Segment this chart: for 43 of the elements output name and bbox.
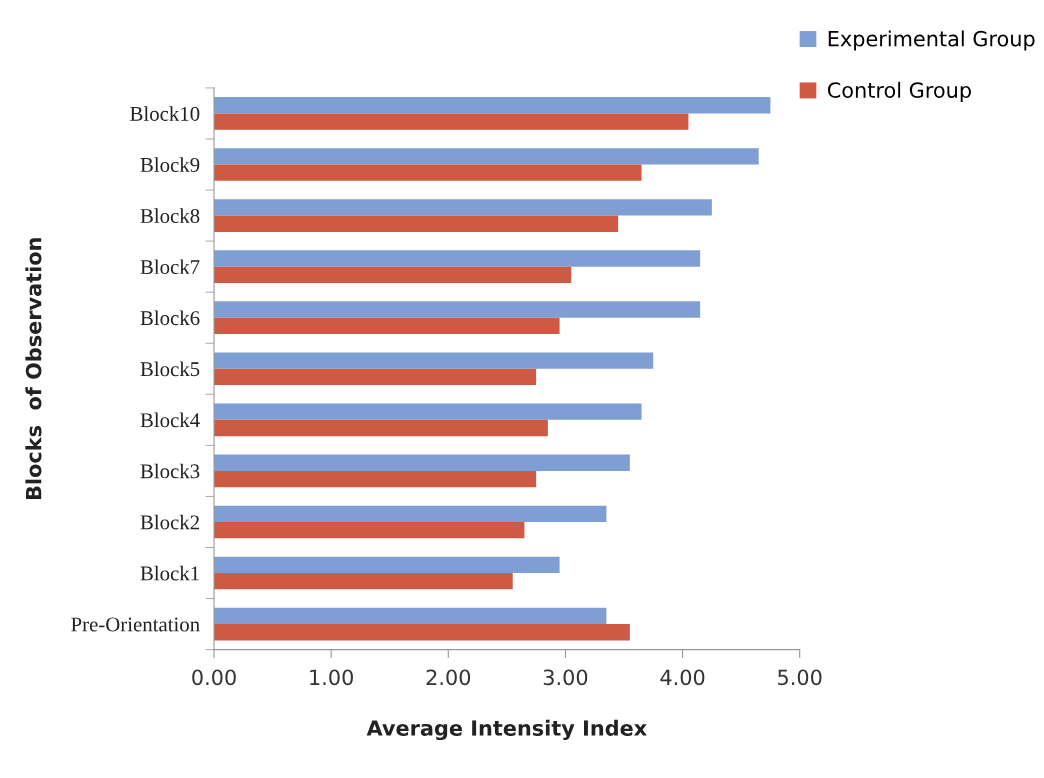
bar bbox=[214, 164, 642, 181]
y-tick-label: Block7 bbox=[140, 259, 200, 275]
y-tick-label: Block1 bbox=[140, 565, 199, 581]
y-axis-title: Blocks of Observation bbox=[25, 238, 42, 500]
bar bbox=[214, 454, 630, 471]
y-tick-label: Block8 bbox=[140, 208, 200, 224]
y-tick-label: Block5 bbox=[140, 361, 200, 377]
y-tick-label: Pre-Orientation bbox=[71, 617, 200, 632]
bar bbox=[214, 215, 619, 232]
x-tick-label: 2.00 bbox=[426, 669, 471, 686]
x-tick-label: 1.00 bbox=[310, 669, 353, 686]
bar bbox=[214, 266, 572, 283]
x-tick-label: 3.00 bbox=[543, 669, 588, 686]
bar bbox=[214, 317, 560, 335]
legend-label: Experimental Group bbox=[828, 30, 1035, 51]
bar bbox=[214, 624, 630, 641]
y-tick-label: Block9 bbox=[140, 157, 200, 172]
bar bbox=[214, 607, 607, 625]
x-tick-label: 0.00 bbox=[192, 669, 236, 686]
bar bbox=[214, 352, 654, 369]
bar bbox=[214, 556, 560, 574]
bar bbox=[214, 573, 513, 590]
bar bbox=[214, 148, 759, 165]
y-tick-label: Block6 bbox=[140, 310, 200, 326]
y-tick-label: Block3 bbox=[140, 463, 200, 479]
bar bbox=[214, 97, 771, 114]
x-tick-label: 4.00 bbox=[660, 669, 705, 686]
y-tick-label: Block2 bbox=[140, 514, 199, 530]
bar bbox=[214, 199, 712, 216]
bar bbox=[214, 521, 525, 539]
bar bbox=[214, 250, 701, 267]
bar bbox=[214, 419, 548, 437]
legend-label: Control Group bbox=[827, 81, 971, 102]
bar bbox=[214, 113, 689, 130]
bar bbox=[214, 368, 537, 386]
x-axis-title: Average Intensity Index bbox=[366, 719, 647, 741]
x-tick-label: 5.00 bbox=[778, 669, 822, 686]
bar bbox=[214, 301, 701, 318]
bar bbox=[214, 505, 607, 522]
y-tick-label: Block4 bbox=[140, 412, 200, 428]
y-tick-label: Block10 bbox=[130, 106, 200, 121]
bar bbox=[214, 470, 537, 488]
bar bbox=[214, 403, 642, 420]
